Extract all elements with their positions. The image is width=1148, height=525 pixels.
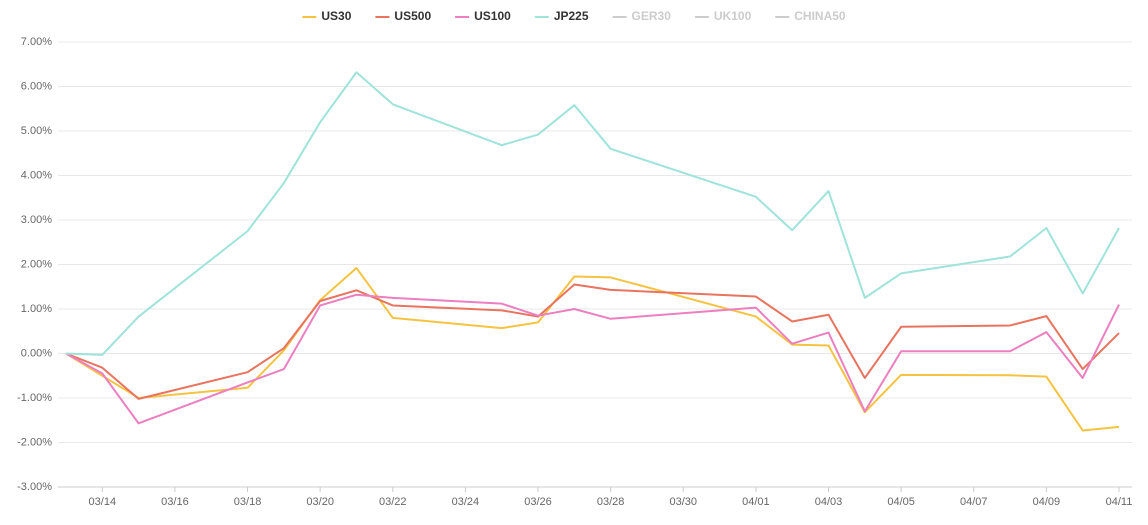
x-tick-label: 03/14 bbox=[89, 496, 117, 508]
x-tick-label: 04/11 bbox=[1106, 496, 1133, 508]
series-line bbox=[65, 283, 1120, 400]
x-tick-label: 03/30 bbox=[670, 496, 698, 508]
y-tick-label: 3.00% bbox=[21, 214, 52, 226]
legend-item[interactable]: GER30 bbox=[612, 9, 672, 23]
x-tick-label: 03/26 bbox=[524, 496, 552, 508]
series-line bbox=[65, 267, 1120, 432]
x-tick-label: 03/24 bbox=[452, 496, 480, 508]
y-tick-label: -3.00% bbox=[17, 481, 52, 493]
legend-text: US500 bbox=[394, 9, 431, 23]
y-tick-label: 2.00% bbox=[21, 258, 52, 270]
x-tick-label: 04/01 bbox=[742, 496, 770, 508]
x-tick-label: 04/03 bbox=[815, 496, 843, 508]
x-tick-label: 03/22 bbox=[379, 496, 407, 508]
y-tick-label: 0.00% bbox=[21, 347, 52, 359]
legend-item[interactable]: JP225 bbox=[534, 9, 589, 23]
legend-item[interactable]: US500 bbox=[375, 9, 431, 23]
y-tick-label: -1.00% bbox=[17, 392, 52, 404]
y-tick-label: 4.00% bbox=[21, 169, 52, 181]
legend-text: JP225 bbox=[554, 9, 589, 23]
legend-item[interactable]: UK100 bbox=[694, 9, 752, 23]
y-tick-label: 6.00% bbox=[21, 80, 52, 92]
x-tick-label: 04/05 bbox=[887, 496, 915, 508]
x-tick-label: 03/16 bbox=[161, 496, 189, 508]
y-tick-label: -2.00% bbox=[17, 436, 52, 448]
legend-text: US100 bbox=[474, 9, 511, 23]
x-tick-label: 03/20 bbox=[306, 496, 334, 508]
legend-item[interactable]: CHINA50 bbox=[775, 9, 846, 23]
y-tick-label: 5.00% bbox=[21, 125, 52, 137]
x-tick-label: 04/07 bbox=[960, 496, 988, 508]
x-tick-label: 03/18 bbox=[234, 496, 262, 508]
series-line bbox=[65, 71, 1120, 356]
y-tick-label: 7.00% bbox=[21, 36, 52, 48]
legend-item[interactable]: US30 bbox=[302, 9, 352, 23]
x-tick-label: 03/28 bbox=[597, 496, 625, 508]
legend-text: CHINA50 bbox=[794, 9, 846, 23]
x-tick-label: 04/09 bbox=[1033, 496, 1061, 508]
y-tick-label: 1.00% bbox=[21, 303, 52, 315]
legend-text: GER30 bbox=[632, 9, 672, 23]
legend-text: UK100 bbox=[714, 9, 752, 23]
series-line bbox=[65, 293, 1120, 425]
legend-item[interactable]: US100 bbox=[455, 9, 511, 23]
legend-text: US30 bbox=[321, 9, 351, 23]
legend: US30 US500 US100 JP225 GER30 UK100 CHINA50 bbox=[302, 9, 846, 23]
